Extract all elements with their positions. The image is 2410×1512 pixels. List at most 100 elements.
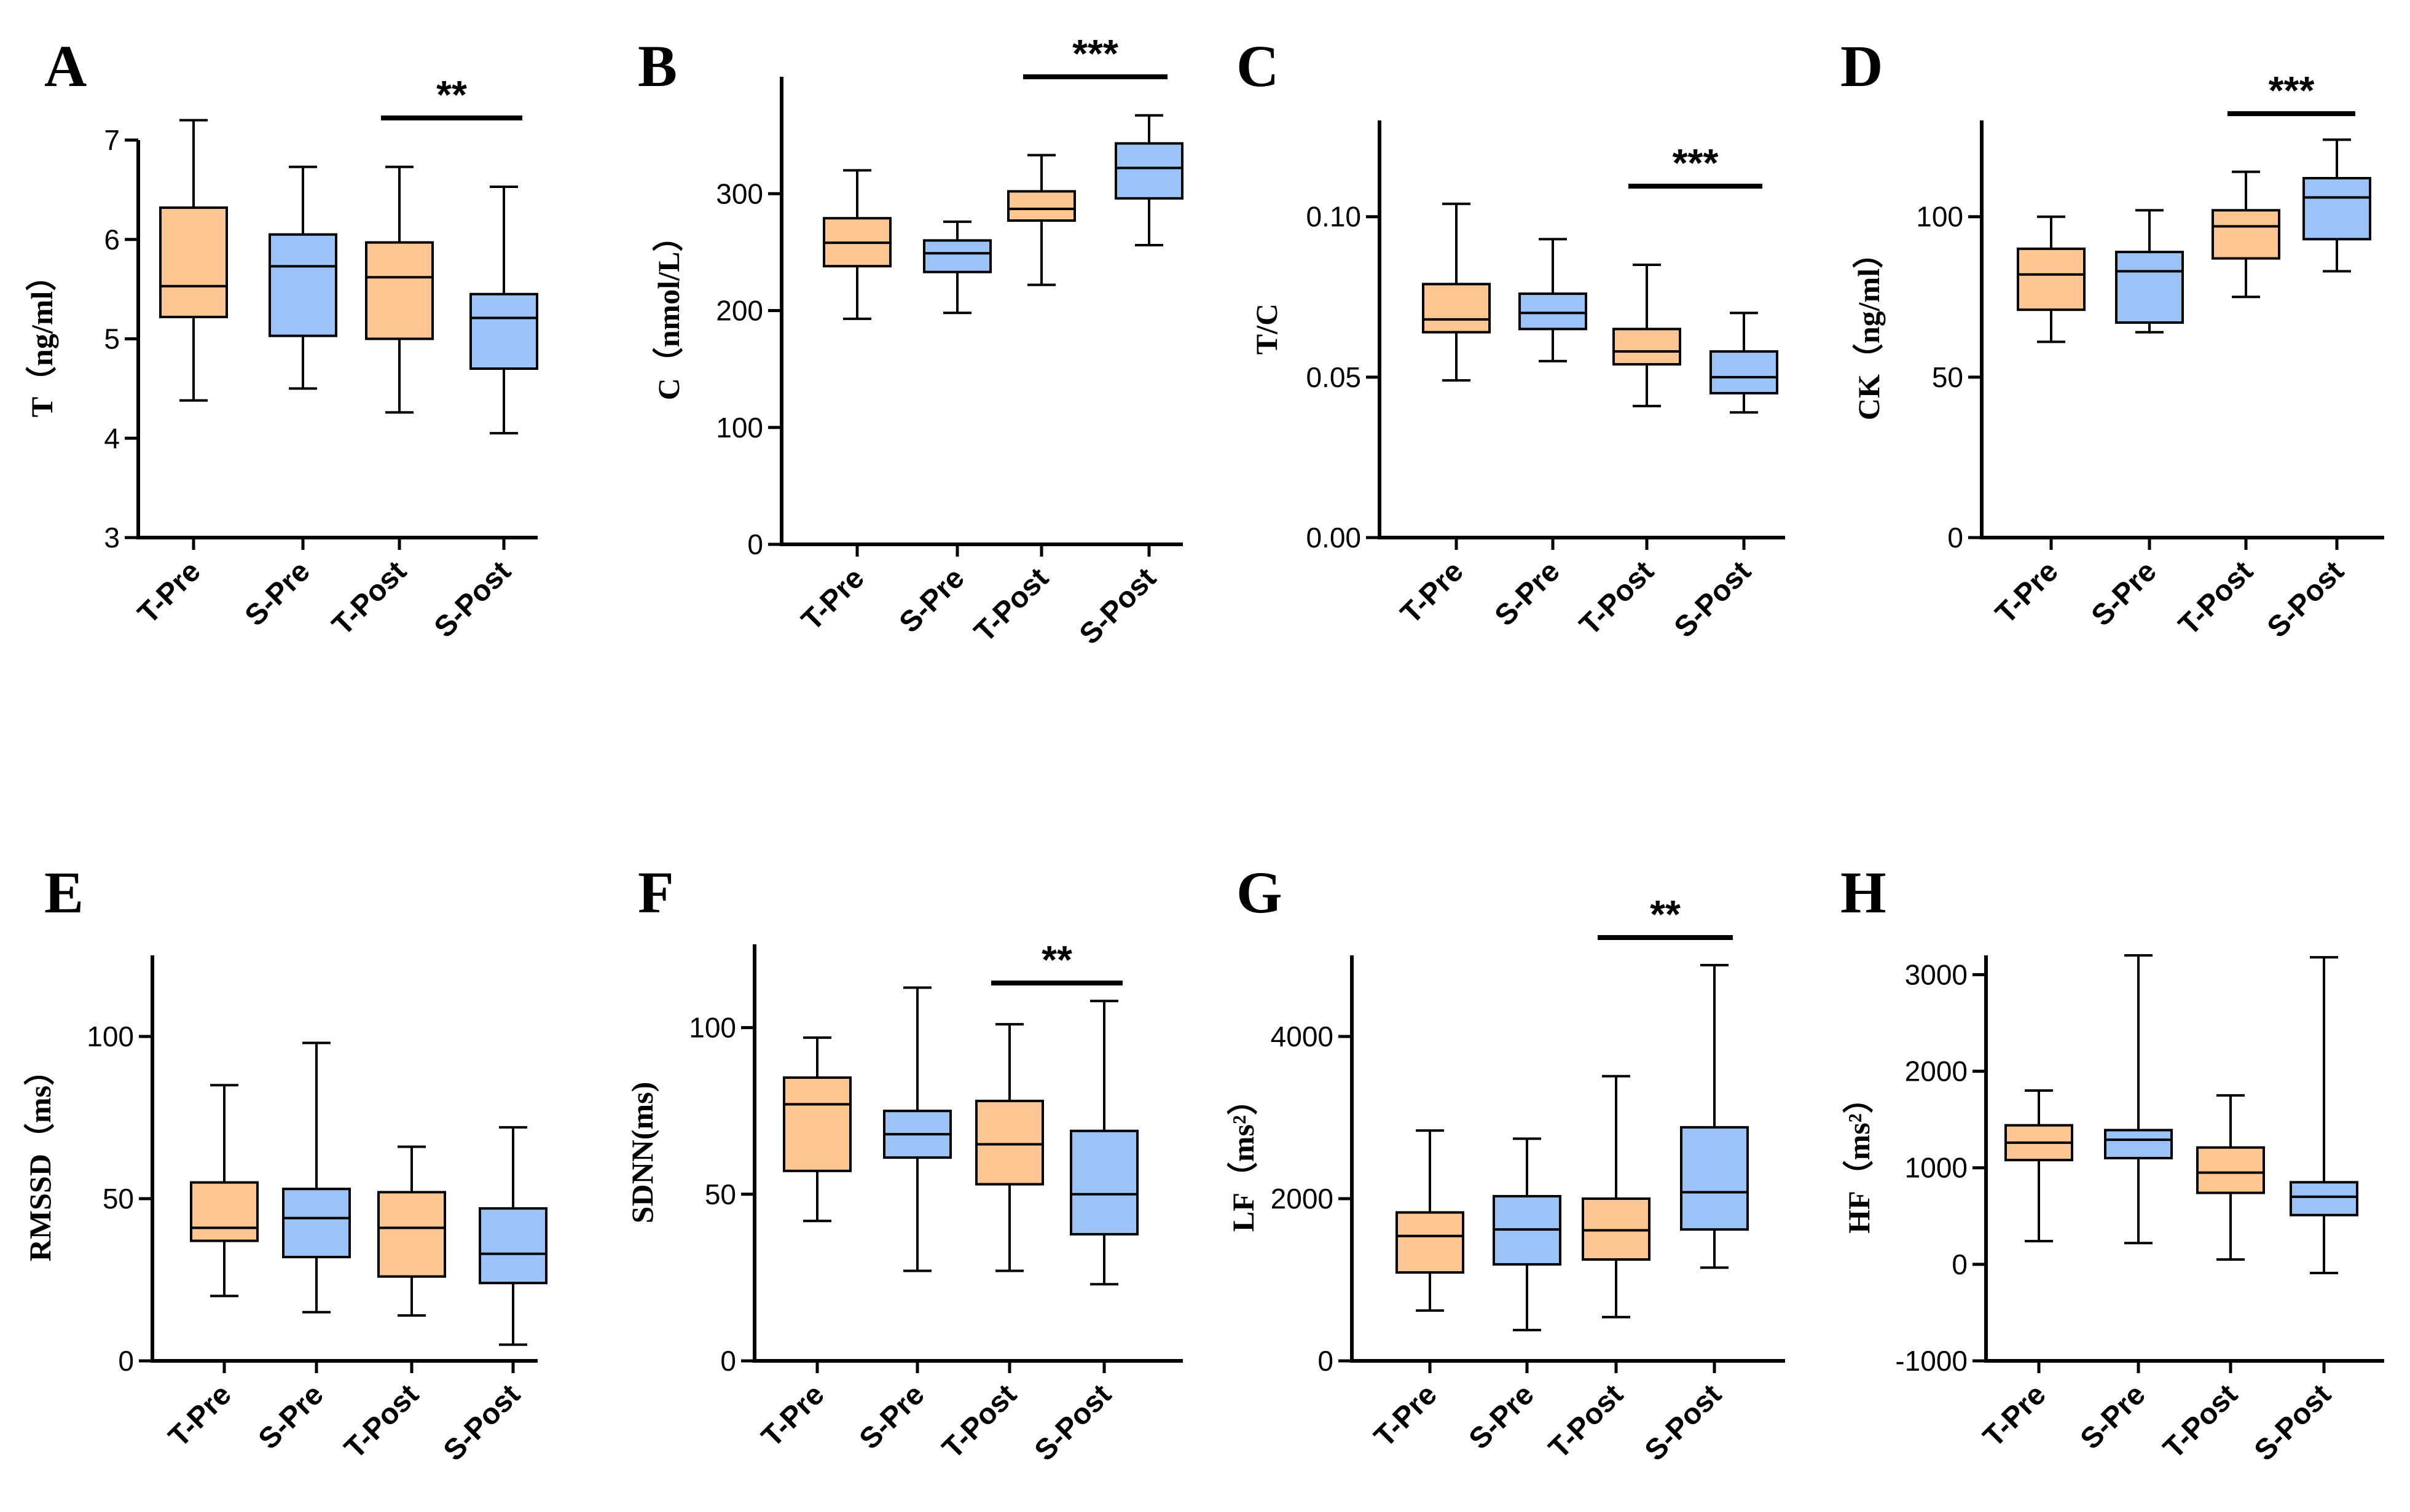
y-tick-label: 0.05 [1306, 361, 1361, 393]
x-tick-label: S-Post [1074, 562, 1163, 651]
significance-label: *** [1673, 141, 1719, 185]
chart-panel-d: D 0 50 100 CK（ng/ml） T-Pre S-Pre T-Post S-Post *… [1840, 33, 2384, 644]
x-tick-label: T-Pre [755, 1378, 830, 1453]
y-axis-label: RMSSD（ms） [23, 1055, 57, 1261]
chart-panel-h: H -1000 0 1000 2000 3000 HF（ms²） T-Pre S-Pre T-P… [1840, 860, 2384, 1467]
box-t-post [1007, 190, 1076, 222]
box-t-pre [783, 1076, 852, 1172]
x-tick-label: S-Pre [854, 1378, 931, 1455]
box-s-post [479, 1207, 548, 1285]
y-tick-label: 3 [104, 522, 120, 554]
significance-label: ** [436, 72, 467, 117]
y-tick-label: 3000 [1905, 958, 1968, 990]
panel-label: F [638, 860, 674, 925]
x-tick-label: T-Post [326, 555, 413, 641]
x-tick-label: T-Pre [162, 1378, 237, 1453]
x-tick-label: S-Pre [2086, 555, 2163, 632]
x-tick-label: S-Pre [893, 562, 971, 639]
box-s-pre [2104, 1129, 2173, 1160]
x-tick-label: T-Pre [1394, 555, 1469, 630]
y-tick-label: -1000 [1895, 1345, 1968, 1377]
significance-label: ** [1042, 938, 1072, 982]
box-s-pre [1518, 292, 1587, 331]
box-s-post [2302, 177, 2371, 241]
x-tick-label: S-Post [438, 1378, 527, 1467]
box-t-post [377, 1191, 446, 1278]
y-axis-label: T（ng/ml） [25, 260, 59, 418]
x-tick-label: S-Pre [1489, 555, 1566, 632]
x-tick-label: S-Post [1639, 1378, 1728, 1467]
x-tick-label: S-Post [1029, 1378, 1118, 1467]
y-tick-label: 0 [1952, 1248, 1968, 1280]
x-tick-label: S-Pre [239, 555, 316, 632]
y-tick-label: 0 [747, 528, 763, 560]
box-t-pre [2017, 247, 2086, 311]
y-axis-label: CK（ng/ml） [1851, 238, 1886, 420]
y-tick-label: 50 [103, 1183, 134, 1215]
y-tick-label: 0.10 [1306, 201, 1361, 233]
y-tick-label: 100 [87, 1020, 134, 1052]
x-tick-label: S-Post [2261, 555, 2350, 644]
panel-label: A [44, 33, 87, 99]
x-tick-label: T-Post [2173, 555, 2259, 641]
box-t-pre [1422, 283, 1491, 334]
x-tick-label: S-Pre [253, 1378, 330, 1455]
panel-label: D [1840, 33, 1883, 99]
y-tick-label: 4000 [1271, 1020, 1333, 1052]
box-t-post [2212, 209, 2280, 260]
significance-label: *** [2269, 68, 2315, 112]
chart-panel-c: C 0.00 0.05 0.10 T/C T-Pre S-Pre T-Post S-Post *… [1236, 33, 1785, 644]
box-s-post [1680, 1126, 1749, 1231]
x-tick-label: S-Pre [2074, 1378, 2152, 1455]
y-tick-label: 0 [1947, 522, 1963, 554]
x-tick-label: T-Post [2157, 1378, 2244, 1465]
y-tick-label: 0 [118, 1345, 134, 1377]
chart-panel-a: A 3 4 5 6 7 T（ng/ml） T-Pre S-Pre T-Post S-Post ** [25, 33, 538, 644]
y-tick-label: 200 [716, 295, 763, 327]
y-axis-label: T/C [1249, 304, 1284, 354]
box-t-post [2196, 1146, 2265, 1194]
box-t-post [1612, 327, 1681, 366]
y-tick-label: 4 [104, 422, 120, 454]
box-t-post [365, 241, 434, 340]
x-tick-label: T-Post [968, 562, 1055, 648]
x-tick-label: S-Pre [1463, 1378, 1541, 1455]
y-tick-label: 7 [104, 124, 120, 156]
y-axis-label: C（nmol/L） [651, 221, 686, 401]
y-tick-label: 0.00 [1306, 522, 1361, 554]
box-s-post [1709, 350, 1778, 394]
box-s-post [1070, 1129, 1139, 1236]
x-tick-label: S-Post [2248, 1378, 2337, 1467]
chart-panel-g: G 0 2000 4000 LF（ms²） T-Pre S-Pre T-Post S-Post… [1226, 860, 1785, 1467]
box-s-pre [2115, 251, 2184, 324]
y-tick-label: 0 [1317, 1345, 1333, 1377]
panel-label: H [1840, 860, 1886, 925]
y-tick-label: 5 [104, 323, 120, 355]
y-tick-label: 2000 [1905, 1056, 1968, 1087]
box-s-pre [269, 233, 337, 337]
x-tick-label: T-Post [1543, 1378, 1630, 1465]
y-axis-label: HF（ms²） [1842, 1083, 1876, 1234]
y-tick-label: 50 [705, 1178, 736, 1210]
box-t-pre [159, 206, 228, 318]
y-tick-label: 100 [689, 1012, 736, 1044]
y-tick-label: 100 [1916, 201, 1963, 233]
panel-label: E [44, 860, 84, 925]
significance-label: *** [1072, 31, 1118, 76]
x-tick-label: S-Post [428, 555, 517, 644]
box-s-pre [923, 239, 992, 273]
box-t-pre [190, 1181, 259, 1242]
y-tick-label: 300 [716, 178, 763, 210]
y-tick-label: 0 [720, 1345, 736, 1377]
x-tick-label: T-Pre [1977, 1378, 2052, 1453]
chart-panel-f: F 0 50 100 SDNN(ms) T-Pre S-Pre T-Post S-Post ** [625, 860, 1183, 1467]
x-tick-label: T-Pre [795, 562, 870, 637]
significance-label: ** [1650, 892, 1681, 936]
y-tick-label: 50 [1932, 361, 1963, 393]
x-tick-label: S-Post [1668, 555, 1757, 644]
box-t-post [975, 1099, 1044, 1186]
box-t-pre [1395, 1211, 1464, 1274]
panel-label: G [1236, 860, 1282, 925]
